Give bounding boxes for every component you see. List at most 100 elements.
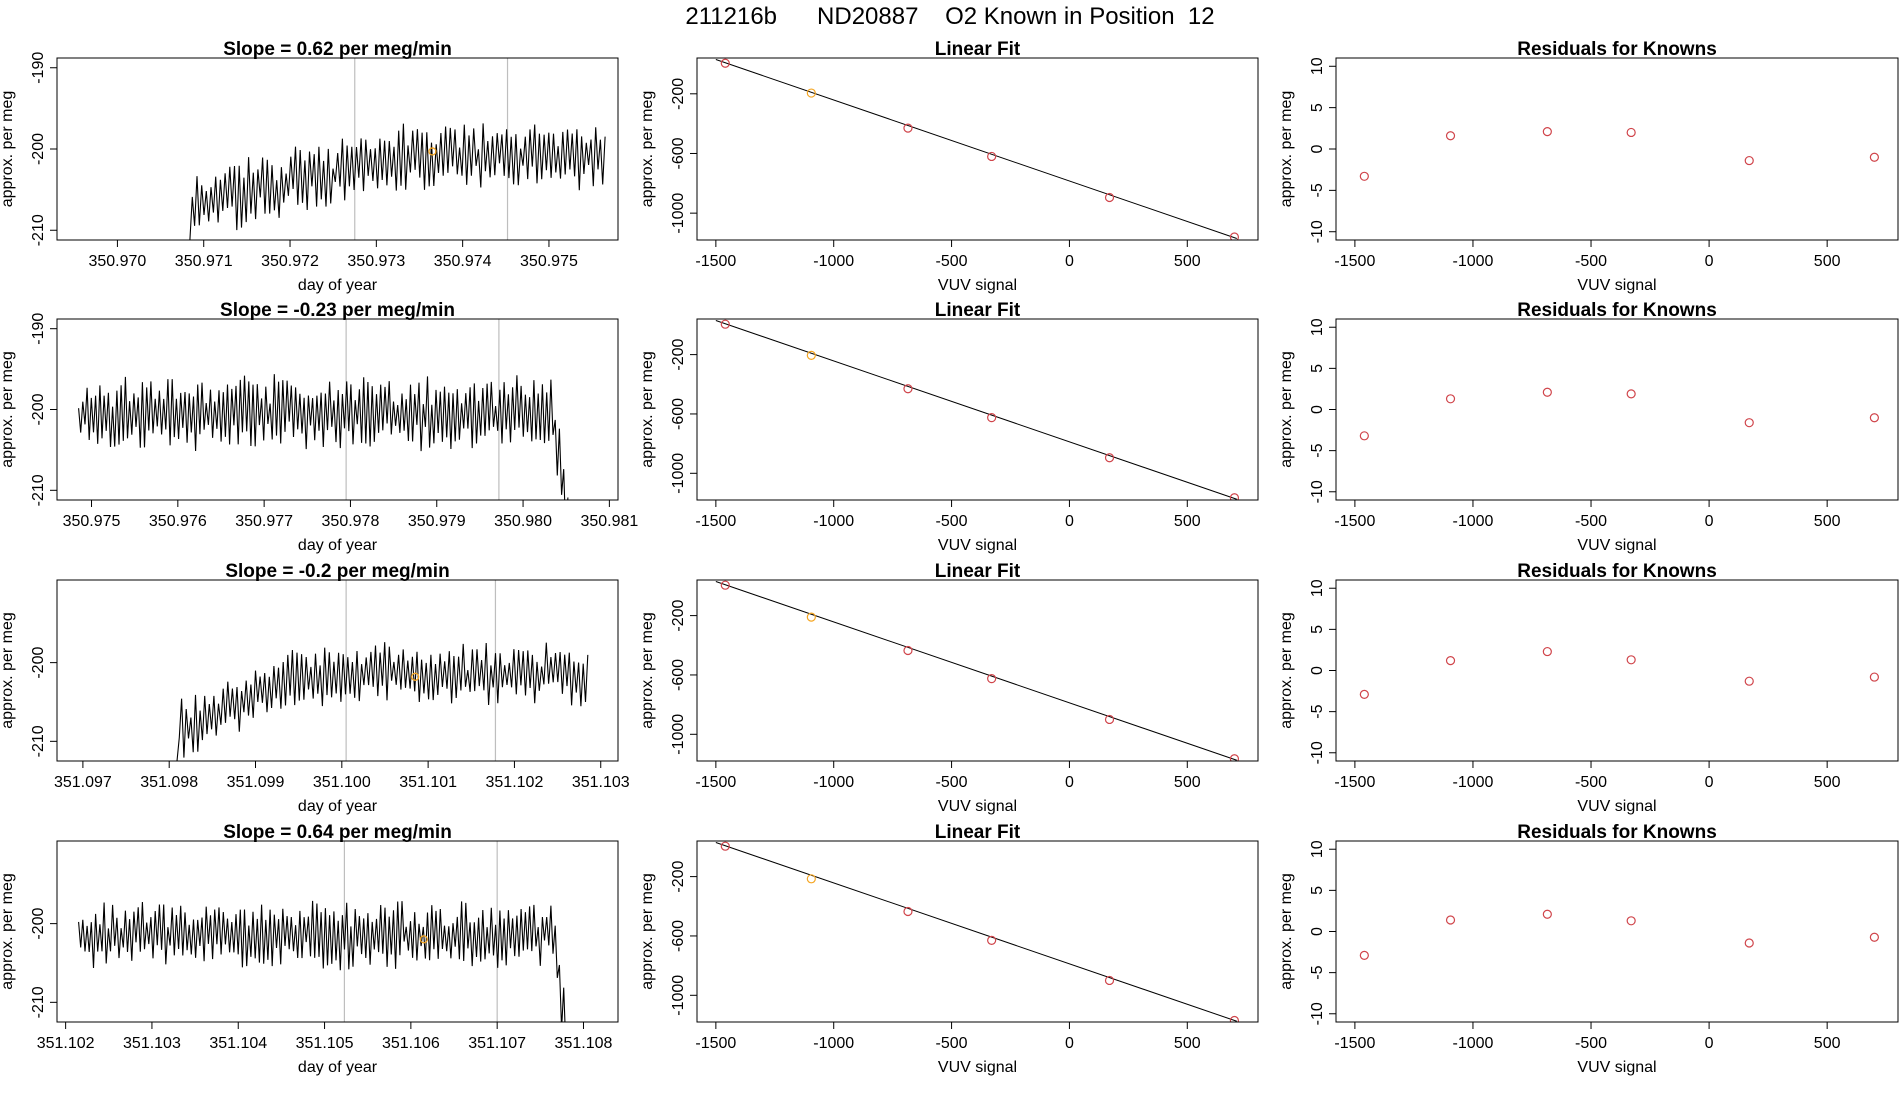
panel-title: Linear Fit <box>935 822 1021 843</box>
plot-area <box>715 580 1240 761</box>
plot-area <box>1359 646 1879 699</box>
y-tick-label: -600 <box>670 920 687 952</box>
plot-frame <box>56 840 619 1023</box>
plot-area <box>57 580 589 761</box>
data-point <box>1104 453 1115 463</box>
plot-area <box>1359 387 1879 441</box>
figure-title: 211216b ND20887 O2 Known in Position 12 <box>685 3 1215 30</box>
highlight-point <box>428 147 437 156</box>
x-tick-label: 500 <box>1174 513 1201 530</box>
data-point <box>1869 932 1879 942</box>
y-tick-label: 0 <box>1309 144 1326 153</box>
data-point <box>720 58 730 68</box>
fit-line <box>715 581 1237 761</box>
x-tick-label: 350.972 <box>261 253 319 270</box>
x-tick-label: -1000 <box>1452 774 1493 791</box>
data-point <box>1359 950 1369 960</box>
plot-frame <box>1335 318 1899 501</box>
x-tick-label: 351.097 <box>54 774 112 791</box>
data-point <box>1104 192 1115 203</box>
chart-panel-6: Linear Fit VUV signal approx. per meg -1500… <box>639 300 1259 554</box>
x-tick-label: -500 <box>936 1035 968 1052</box>
plot-area <box>65 58 606 240</box>
data-point <box>1869 413 1879 423</box>
panel-title: Slope = 0.64 per meg/min <box>223 822 452 843</box>
data-point <box>1542 127 1552 137</box>
y-tick-label: -1000 <box>670 975 687 1016</box>
x-tick-label: 351.104 <box>209 1035 267 1052</box>
highlight-point <box>806 350 816 360</box>
y-tick-label: 0 <box>1309 666 1326 675</box>
plot-area <box>715 841 1240 1022</box>
x-tick-label: -1500 <box>1334 1035 1375 1052</box>
panel-title: Residuals for Knowns <box>1517 822 1717 843</box>
x-tick-label: 500 <box>1814 513 1841 530</box>
x-tick-label: -500 <box>936 513 968 530</box>
y-tick-label: -200 <box>30 393 47 425</box>
x-tick-label: 351.099 <box>227 774 285 791</box>
y-tick-label: -600 <box>670 137 687 169</box>
x-tick-label: -500 <box>1575 774 1607 791</box>
x-axis-label: day of year <box>298 798 378 815</box>
x-tick-label: 351.100 <box>313 774 371 791</box>
y-tick-label: -190 <box>30 52 47 84</box>
y-axis-label: approx. per meg <box>1278 612 1295 729</box>
chart-panel-7: Linear Fit VUV signal approx. per meg -1500… <box>639 561 1259 815</box>
data-point <box>1104 975 1115 986</box>
x-tick-label: 350.973 <box>347 253 405 270</box>
data-point <box>1445 131 1456 141</box>
x-tick-label: 0 <box>1705 253 1714 270</box>
x-tick-label: 500 <box>1174 774 1201 791</box>
plot-area <box>715 319 1240 500</box>
x-axis-label: VUV signal <box>1577 798 1656 815</box>
y-tick-label: -210 <box>30 986 47 1018</box>
x-tick-label: -1500 <box>695 774 736 791</box>
x-tick-label: 0 <box>1065 774 1074 791</box>
y-tick-label: -210 <box>30 725 47 757</box>
x-tick-label: 350.980 <box>494 513 552 530</box>
y-tick-label: -210 <box>30 474 47 506</box>
plot-frame <box>56 57 619 241</box>
plot-area <box>1359 909 1879 960</box>
fit-line <box>715 320 1237 500</box>
chart-panel-9: Residuals for Knowns VUV signal approx. pe… <box>1278 39 1899 294</box>
y-tick-label: -200 <box>670 599 687 631</box>
data-point <box>1542 387 1552 397</box>
x-tick-label: 351.106 <box>382 1035 440 1052</box>
data-point <box>1626 389 1636 399</box>
y-tick-label: 10 <box>1309 579 1326 597</box>
chart-panel-12: Residuals for Knowns VUV signal approx. pe… <box>1278 822 1899 1076</box>
panel-title: Residuals for Knowns <box>1517 39 1717 60</box>
data-point <box>1626 916 1636 926</box>
x-tick-label: -500 <box>1575 513 1607 530</box>
data-point <box>1229 1015 1240 1022</box>
chart-panel-4: Slope = 0.64 per meg/min day of year appro… <box>0 822 619 1076</box>
chart-panel-8: Linear Fit VUV signal approx. per meg -1500… <box>639 822 1259 1076</box>
y-tick-label: -5 <box>1309 704 1326 718</box>
x-tick-label: 500 <box>1814 774 1841 791</box>
x-tick-label: -1000 <box>813 1035 854 1052</box>
highlight-point <box>419 935 428 944</box>
data-point <box>1445 656 1456 666</box>
data-point <box>1229 232 1240 240</box>
x-tick-label: 351.103 <box>572 774 630 791</box>
y-axis-label: approx. per meg <box>639 91 656 208</box>
highlight-point <box>411 672 420 681</box>
y-tick-label: 5 <box>1309 364 1326 373</box>
x-tick-label: -500 <box>1575 1035 1607 1052</box>
chart-panel-10: Residuals for Knowns VUV signal approx. pe… <box>1278 300 1899 554</box>
x-tick-label: 351.105 <box>296 1035 354 1052</box>
x-tick-label: -500 <box>936 253 968 270</box>
y-tick-label: -1000 <box>670 714 687 755</box>
data-point <box>1744 418 1754 428</box>
x-tick-label: -1500 <box>695 253 736 270</box>
y-tick-label: -5 <box>1309 183 1326 197</box>
x-axis-label: VUV signal <box>938 1059 1017 1076</box>
data-point <box>720 580 730 590</box>
y-tick-label: -200 <box>670 78 687 110</box>
y-axis-label: approx. per meg <box>0 91 16 208</box>
x-axis-label: day of year <box>298 537 378 554</box>
data-point <box>987 935 997 946</box>
y-tick-label: -190 <box>30 313 47 345</box>
y-tick-label: -5 <box>1309 965 1326 979</box>
